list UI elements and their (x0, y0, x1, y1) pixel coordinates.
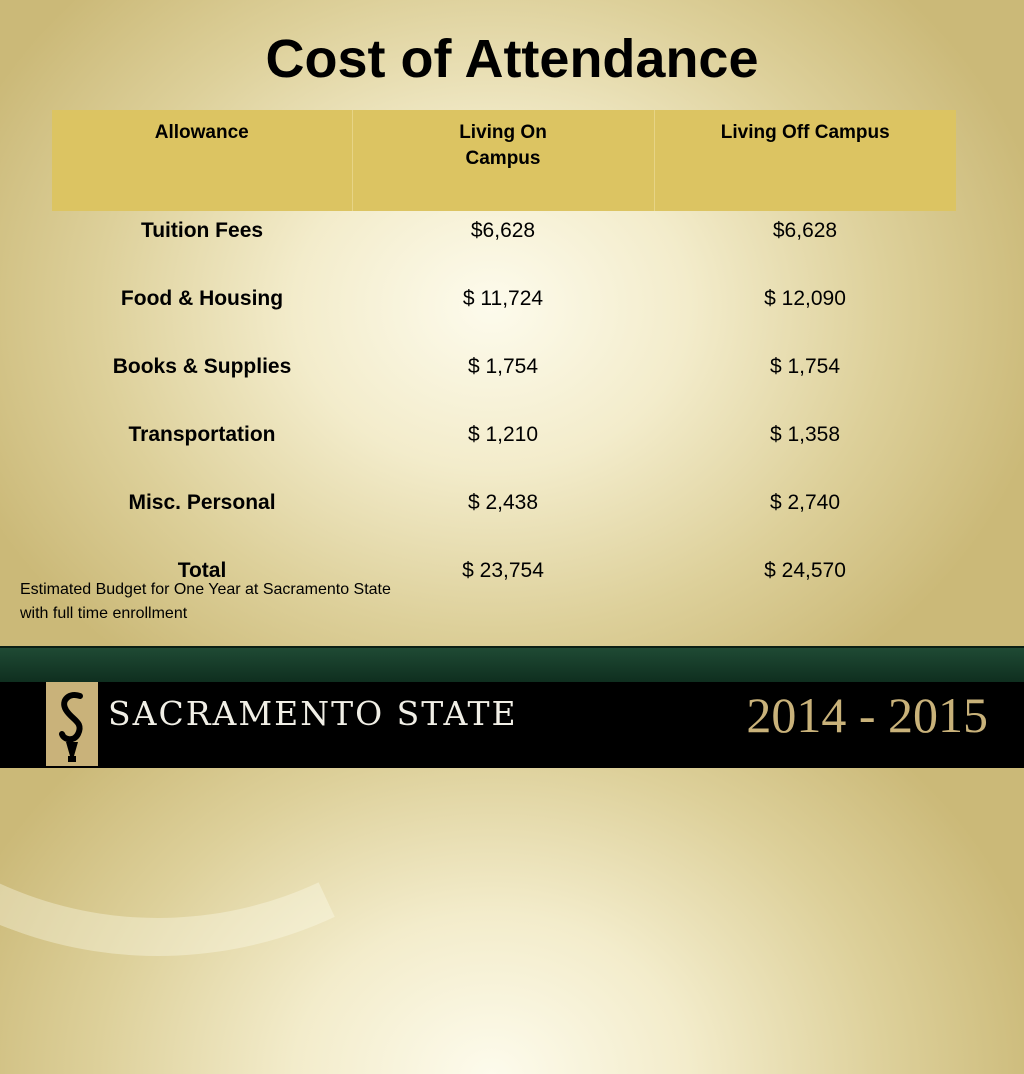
budget-note-line-1: Estimated Budget for One Year at Sacrame… (20, 581, 391, 598)
row-label: Transportation (128, 423, 276, 446)
off-campus-value: $ 1,754 (769, 355, 841, 378)
on-campus-value: $ 23,754 (462, 559, 544, 582)
on-campus-value: $6,628 (470, 219, 536, 242)
off-campus-value: $ 2,740 (769, 491, 841, 514)
brand-name: SACRAMENTO STATE (108, 694, 518, 733)
budget-note-line-2: with full time enrollment (20, 605, 188, 622)
off-campus-value: $ 12,090 (764, 287, 846, 310)
footer-bar (0, 682, 1024, 768)
on-campus-value: $ 11,724 (462, 287, 544, 310)
table-row: Food & Housing $ 11,724 $ 12,090 (52, 279, 956, 347)
on-campus-value: $ 2,438 (467, 491, 539, 514)
on-campus-value: $ 1,210 (467, 423, 539, 446)
table-row: Tuition Fees $6,628 $6,628 (52, 211, 956, 279)
footer-green-stripe (0, 646, 1024, 684)
slide-title: Cost of Attendance (265, 29, 759, 89)
table-header-row: Allowance Living On Campus Living Off Ca… (52, 110, 956, 211)
academic-years: 2014 - 2015 (746, 687, 988, 743)
row-label: Books & Supplies (112, 355, 292, 378)
table-row-total: Total $ 23,754 $ 24,570 (52, 551, 956, 619)
off-campus-value: $6,628 (772, 219, 838, 242)
torch-s-logo-icon (46, 682, 98, 766)
header-living-on-campus: Living On Campus (352, 110, 655, 211)
table-row: Transportation $ 1,210 $ 1,358 (52, 415, 956, 483)
off-campus-value: $ 24,570 (764, 559, 846, 582)
header-living-off-campus: Living Off Campus (654, 110, 956, 211)
row-label: Food & Housing (120, 287, 284, 310)
row-label: Misc. Personal (128, 491, 276, 514)
budget-note: Estimated Budget for One Year at Sacrame… (20, 578, 460, 626)
on-campus-value: $ 1,754 (467, 355, 539, 378)
row-label: Tuition Fees (140, 219, 264, 242)
table-row: Books & Supplies $ 1,754 $ 1,754 (52, 347, 956, 415)
row-label: Total (177, 559, 227, 582)
cost-table: Allowance Living On Campus Living Off Ca… (52, 110, 956, 619)
table-row: Misc. Personal $ 2,438 $ 2,740 (52, 483, 956, 551)
header-allowance: Allowance (52, 110, 353, 211)
off-campus-value: $ 1,358 (769, 423, 841, 446)
